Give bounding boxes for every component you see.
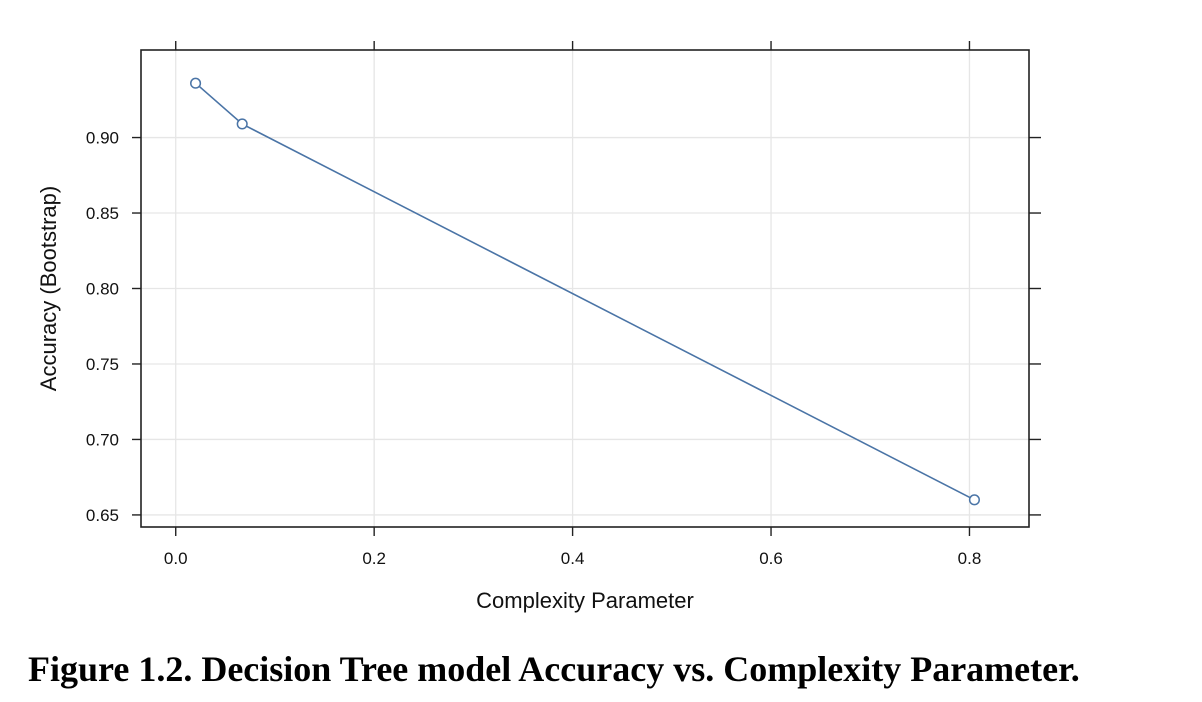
x-tick-label: 0.8 [958, 549, 982, 568]
plot-frame [140, 49, 1030, 528]
data-point [190, 77, 202, 89]
x-tick-label: 0.2 [362, 549, 386, 568]
data-point [968, 494, 980, 506]
series [190, 77, 980, 506]
y-axis-label: Accuracy (Bootstrap) [36, 186, 61, 391]
tick-labels: 0.0 0.2 0.4 0.6 0.8 0.65 0.70 0.75 0.80 0.85 0.90 [86, 129, 981, 568]
chart: 0.0 0.2 0.4 0.6 0.80.650.700.750.800.850.90 … [36, 41, 1041, 613]
y-tick-label: 0.70 [86, 430, 119, 449]
figure-caption: Figure 1.2. Decision Tree model Accuracy… [28, 649, 1080, 689]
y-tick-label: 0.85 [86, 204, 119, 223]
x-tick-label: 0.6 [759, 549, 783, 568]
grid [141, 50, 1029, 527]
data-point [236, 118, 248, 130]
series-line [195, 82, 975, 501]
x-tick-label: 0.0 [164, 549, 188, 568]
y-tick-label: 0.75 [86, 355, 119, 374]
y-tick-label: 0.90 [86, 129, 119, 148]
x-tick-label: 0.4 [561, 549, 585, 568]
x-axis-label: Complexity Parameter [476, 588, 694, 613]
y-tick-label: 0.65 [86, 506, 119, 525]
axis-ticks [132, 41, 1041, 536]
y-tick-label: 0.80 [86, 280, 119, 299]
